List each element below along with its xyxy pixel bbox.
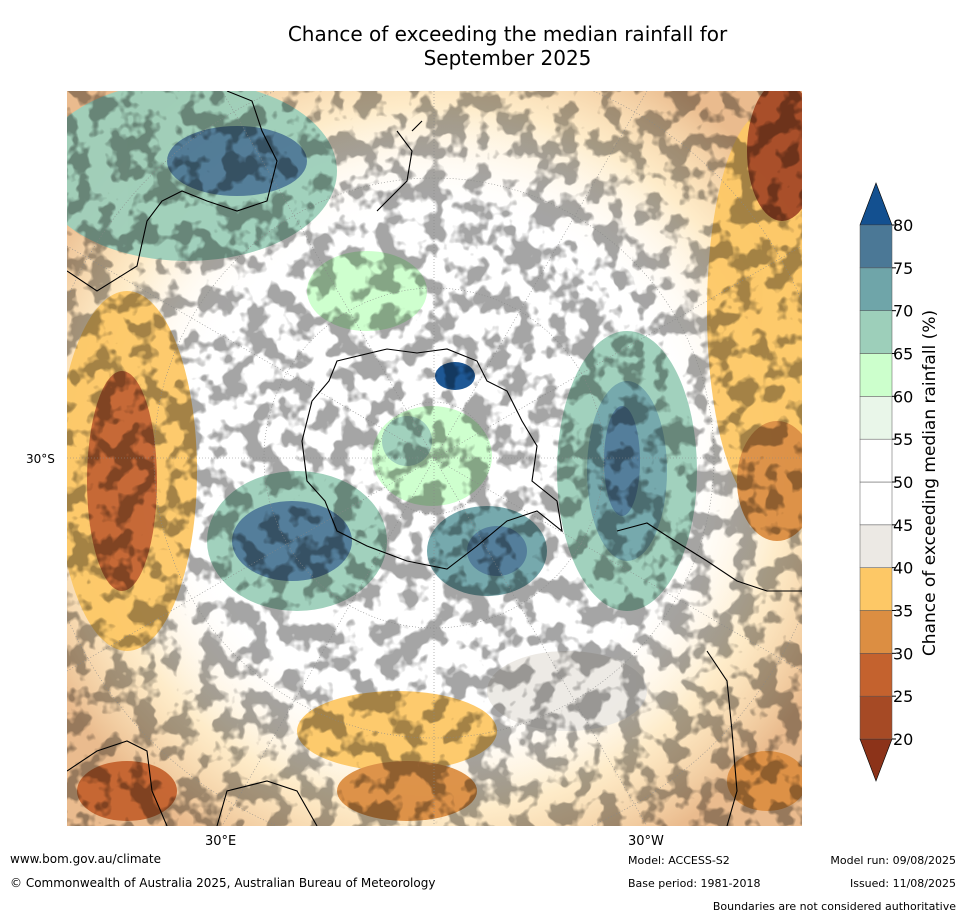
colorbar-tick-label: 60 [893,387,913,406]
colorbar-tick-label: 25 [893,687,913,706]
title-line-1: Chance of exceeding the median rainfall … [287,22,728,46]
colorbar-tick-label: 70 [893,302,913,321]
colorbar-band [859,438,893,483]
website-link[interactable]: www.bom.gov.au/climate [10,852,161,866]
disclaimer-text: Boundaries are not considered authoritat… [712,900,956,913]
colorbar-band [859,481,893,526]
colorbar-tick-label: 65 [893,345,913,364]
colorbar-band [859,567,893,611]
africa-coastline [67,740,318,826]
graticule [67,91,802,826]
copyright-text: © Commonwealth of Australia 2025, Austra… [10,876,436,890]
colorbar-tick-label: 80 [893,216,913,235]
colorbar-band [859,224,893,269]
title-line-2: September 2025 [423,46,592,70]
colorbar-band [859,396,893,440]
model-run-text: Model run: 09/08/2025 [830,854,956,867]
rainfall-probability-map [67,91,802,826]
lon-label-30e: 30°E [205,834,237,849]
colorbar-tick-label: 55 [893,430,913,449]
south-america-coastline [616,522,802,826]
colorbar-tick-label: 75 [893,259,913,278]
lat-label-30s: 30°S [26,452,55,466]
colorbar-over-triangle [859,182,893,226]
colorbar-band [859,695,893,740]
colorbar-tick-label: 35 [893,602,913,621]
australia-coastline [67,91,278,292]
colorbar-band [859,524,893,568]
antarctica-coastline [301,348,563,570]
map-title: Chance of exceeding the median rainfall … [230,22,785,70]
colorbar-band [859,310,893,354]
coastlines [67,91,802,826]
base-period-text: Base period: 1981-2018 [628,877,761,890]
colorbar-tick-label: 45 [893,516,913,535]
colorbar-tick-label: 30 [893,644,913,663]
colorbar-band [859,353,893,397]
colorbar-tick-label: 50 [893,473,913,492]
colorbar-tick-label: 20 [893,730,913,749]
model-text: Model: ACCESS-S2 [628,854,730,867]
colorbar-band [859,653,893,697]
colorbar-band [859,610,893,654]
colorbar-under-triangle [859,738,893,782]
new-zealand-coastline [376,120,423,212]
issued-text: Issued: 11/08/2025 [849,877,956,890]
colorbar-tick-label: 40 [893,559,913,578]
colorbar: 20 25 30 35 40 45 50 55 60 65 70 75 80 [859,182,913,782]
colorbar-band [859,267,893,311]
lon-label-30w: 30°W [628,834,664,849]
colorbar-title: Chance of exceeding median rainfall (%) [920,309,940,657]
